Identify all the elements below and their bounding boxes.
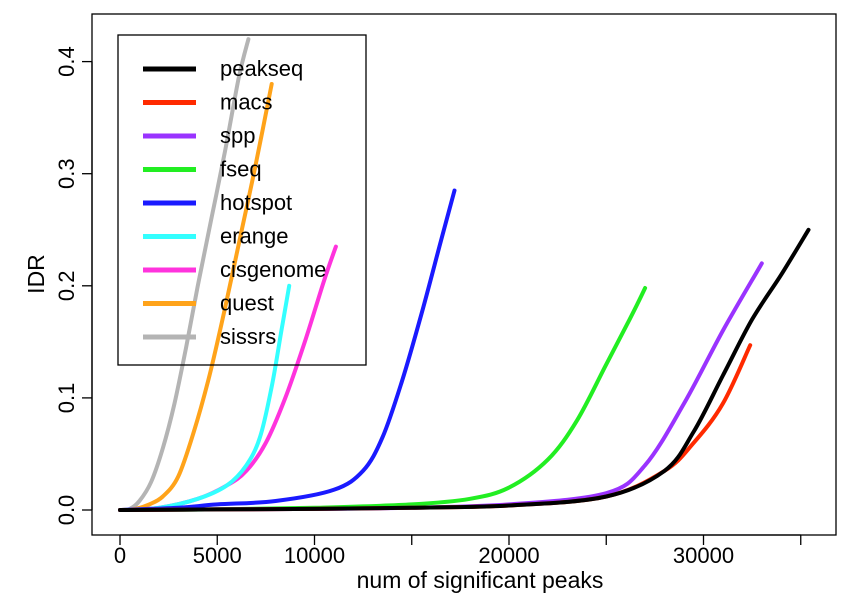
y-tick-label: 0.1 [54,383,79,414]
series-line-sissrs [118,37,251,512]
series-line-fseq [118,286,648,512]
y-tick-label: 0.3 [54,158,79,189]
x-axis: 0 5000 10000 20000 30000 [114,534,802,568]
legend-label-peakseq: peakseq [220,56,303,81]
y-tick-label: 0.4 [54,46,79,77]
legend-label-hotspot: hotspot [220,190,292,215]
x-tick-label: 0 [114,543,126,568]
legend-label-quest: quest [220,291,274,316]
series-line-peakseq [118,227,811,512]
series-layer [118,37,811,512]
x-tick-label: 30000 [673,543,734,568]
legend-label-fseq: fseq [220,157,262,182]
series-line-erange [118,283,292,512]
legend-box [117,34,367,366]
plot-frame [91,13,837,536]
series-line-macs [118,343,753,512]
y-tick-label: 0.2 [54,271,79,302]
series-line-hotspot [118,188,457,512]
y-axis: 0.0 0.1 0.2 0.3 0.4 [54,46,93,526]
series-line-spp [118,261,764,512]
y-axis-title: IDR [23,254,49,294]
legend-label-sissrs: sissrs [220,324,276,349]
x-tick-label: 20000 [478,543,539,568]
legend-label-cisgenome: cisgenome [220,257,326,282]
x-tick-label: 10000 [284,543,345,568]
series-line-quest [118,82,274,512]
legend-label-erange: erange [220,224,289,249]
legend: peakseq macs spp fseq hotspot erange cisgenome… [117,34,367,366]
x-axis-title: num of significant peaks [357,567,604,593]
x-tick-label: 5000 [193,543,242,568]
legend-label-spp: spp [220,123,255,148]
y-tick-label: 0.0 [54,495,79,526]
legend-label-macs: macs [220,90,273,115]
